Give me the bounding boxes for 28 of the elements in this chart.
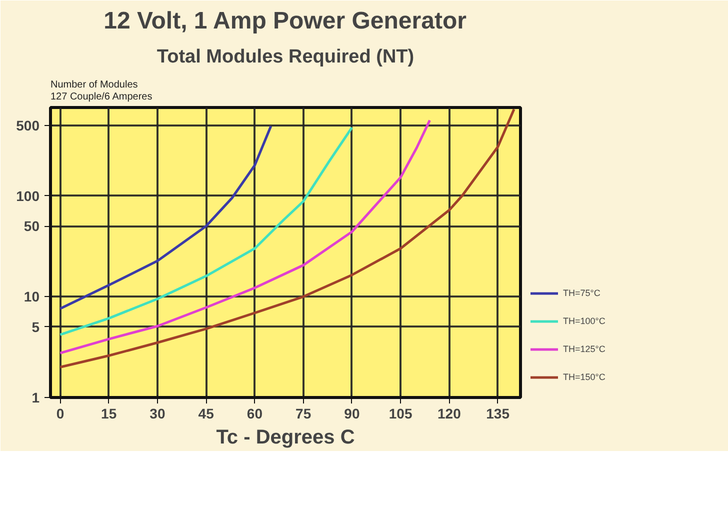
x-tick-label: 45 — [198, 406, 214, 422]
x-axis-title: Tc - Degrees C — [216, 426, 355, 448]
line-series — [58, 126, 354, 336]
legend-label: TH=100°C — [563, 316, 606, 326]
line-series — [58, 108, 516, 368]
legend-label: TH=150°C — [563, 372, 606, 382]
y-axis-title: Number of Modules 127 Couple/6 Amperes — [50, 79, 152, 102]
x-tick-label: 60 — [246, 406, 263, 422]
y-tick-label: 100 — [16, 188, 40, 204]
legend-label: TH=75°C — [563, 288, 600, 298]
x-tick-label: 120 — [438, 406, 462, 422]
y-tick-label: 10 — [24, 288, 40, 305]
x-tick-label: 75 — [296, 406, 312, 422]
y-tick-label: 50 — [24, 218, 40, 234]
x-tick-label: 15 — [101, 406, 117, 422]
chart-subtitle: Total Modules Required (NT) — [156, 46, 414, 68]
y-tick-label: 1 — [32, 390, 40, 406]
legend-label: TH=125°C — [563, 344, 606, 354]
x-tick-label: 90 — [344, 406, 360, 422]
x-tick-label: 0 — [56, 406, 64, 422]
line-series — [58, 124, 272, 310]
x-tick-label: 30 — [150, 406, 166, 422]
line-series — [58, 119, 431, 354]
y-tick-label: 5 — [32, 318, 40, 335]
chart-title: 12 Volt, 1 Amp Power Generator — [104, 8, 466, 34]
y-tick-label: 500 — [16, 117, 40, 134]
x-tick-label: 135 — [486, 406, 510, 422]
x-tick-label: 105 — [388, 406, 412, 422]
